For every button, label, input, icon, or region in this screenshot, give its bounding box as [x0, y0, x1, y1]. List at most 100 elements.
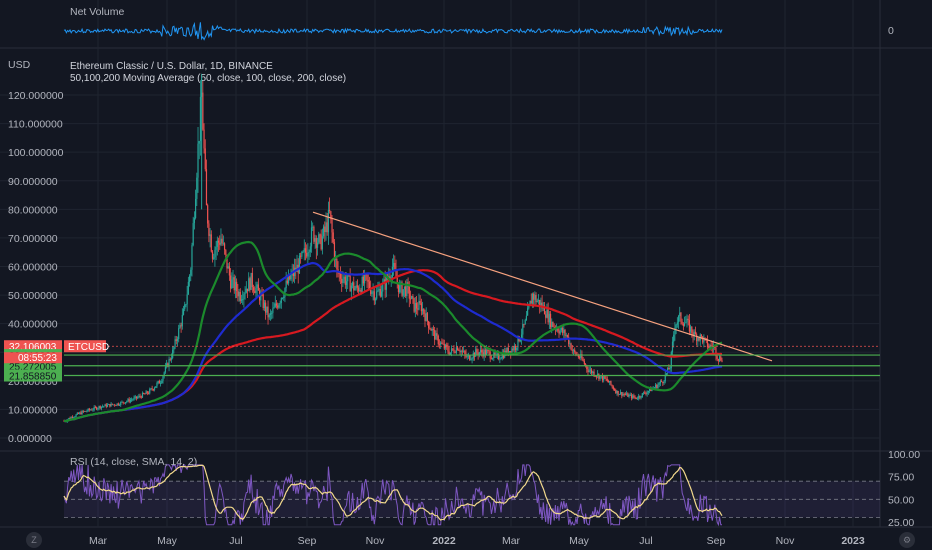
candle-body	[88, 408, 90, 411]
candle-body	[530, 300, 532, 304]
candle-body	[260, 294, 262, 301]
candle-body	[700, 334, 703, 337]
candle-body	[630, 394, 633, 399]
candle-body	[393, 263, 395, 267]
candle-body	[210, 234, 212, 252]
candle-body	[423, 308, 425, 314]
candle-body	[456, 347, 459, 351]
candle-body	[413, 297, 415, 312]
candle-body	[710, 345, 712, 347]
candle-body	[75, 414, 77, 417]
candle-body	[656, 384, 658, 389]
candle-body	[676, 322, 678, 325]
candle-body	[252, 287, 255, 291]
candle-body	[175, 339, 177, 342]
candle-body	[105, 404, 107, 407]
candle-body	[204, 148, 206, 170]
candle-body	[357, 287, 360, 292]
candle-body	[441, 342, 443, 344]
candle-body	[322, 226, 325, 237]
candle-body	[470, 359, 472, 361]
candle-body	[475, 349, 477, 357]
candle-body	[572, 349, 575, 351]
candle-body	[720, 356, 722, 361]
candle-body	[110, 403, 112, 407]
candle-body	[510, 351, 512, 354]
candle-body	[370, 288, 372, 294]
x-tick-label: Nov	[366, 535, 385, 547]
candle-body	[122, 401, 124, 403]
candle-body	[418, 300, 420, 310]
candle-body	[163, 372, 165, 377]
candle-body	[716, 356, 718, 359]
candle-body	[628, 394, 630, 397]
candle-body	[693, 331, 695, 337]
candle-body	[599, 376, 601, 379]
timezone-icon[interactable]: Z	[26, 532, 42, 548]
candle-body	[146, 391, 148, 394]
candle-body	[492, 358, 494, 359]
candle-body	[378, 288, 380, 291]
candle-body	[367, 279, 369, 282]
candle-body	[85, 410, 87, 412]
candle-body	[277, 305, 279, 308]
candle-body	[246, 288, 249, 292]
rsi-line	[63, 463, 722, 527]
candle-body	[717, 358, 719, 361]
candle-body	[185, 304, 187, 306]
candle-body	[265, 302, 267, 313]
candle-body	[417, 308, 419, 310]
candle-body	[721, 360, 723, 362]
candle-body	[450, 348, 453, 353]
candle-body	[606, 379, 608, 381]
countdown-badge	[4, 352, 62, 364]
candle-body	[419, 300, 421, 304]
candle-body	[362, 276, 365, 284]
candle-body	[654, 384, 657, 388]
candle-body	[577, 354, 579, 358]
candle-body	[353, 282, 355, 291]
candle-body	[411, 296, 413, 299]
candle-body	[217, 240, 220, 243]
candle-body	[514, 345, 517, 351]
candle-body	[205, 169, 208, 206]
candle-body	[663, 381, 665, 384]
candle-body	[639, 395, 641, 398]
candle-body	[184, 304, 186, 310]
candle-body	[568, 336, 570, 345]
candle-body	[274, 303, 276, 307]
candle-body	[359, 289, 361, 292]
candle-body	[108, 404, 110, 405]
candle-body	[564, 329, 566, 336]
descending-trendline[interactable]	[312, 211, 773, 362]
candle-body	[647, 390, 649, 393]
candle-body	[254, 290, 256, 294]
candle-body	[535, 295, 537, 303]
candle-body	[644, 392, 646, 394]
x-tick-label: Jul	[639, 535, 652, 547]
candle-body	[336, 259, 338, 270]
candle-body	[172, 349, 174, 358]
candle-body	[312, 226, 314, 228]
candle-body	[437, 335, 439, 345]
y-tick-label: 40.000000	[8, 319, 58, 331]
candle-body	[648, 387, 651, 391]
candle-body	[330, 211, 332, 220]
candle-body	[715, 347, 717, 357]
candle-body	[351, 282, 354, 286]
candle-body	[520, 334, 523, 339]
candle-body	[478, 352, 480, 355]
candle-body	[523, 324, 525, 325]
ma-legend: 50,100,200 Moving Average (50, close, 10…	[70, 73, 346, 84]
candle-body	[657, 384, 659, 389]
candle-body	[498, 353, 500, 360]
candle-body	[245, 288, 247, 293]
candle-body	[708, 347, 710, 348]
candle-body	[339, 273, 342, 279]
gear-icon[interactable]: ⚙	[899, 532, 915, 548]
x-tick-label: Nov	[776, 535, 795, 547]
candle-body	[485, 349, 488, 355]
candle-body	[429, 328, 431, 329]
candle-body	[430, 328, 432, 331]
